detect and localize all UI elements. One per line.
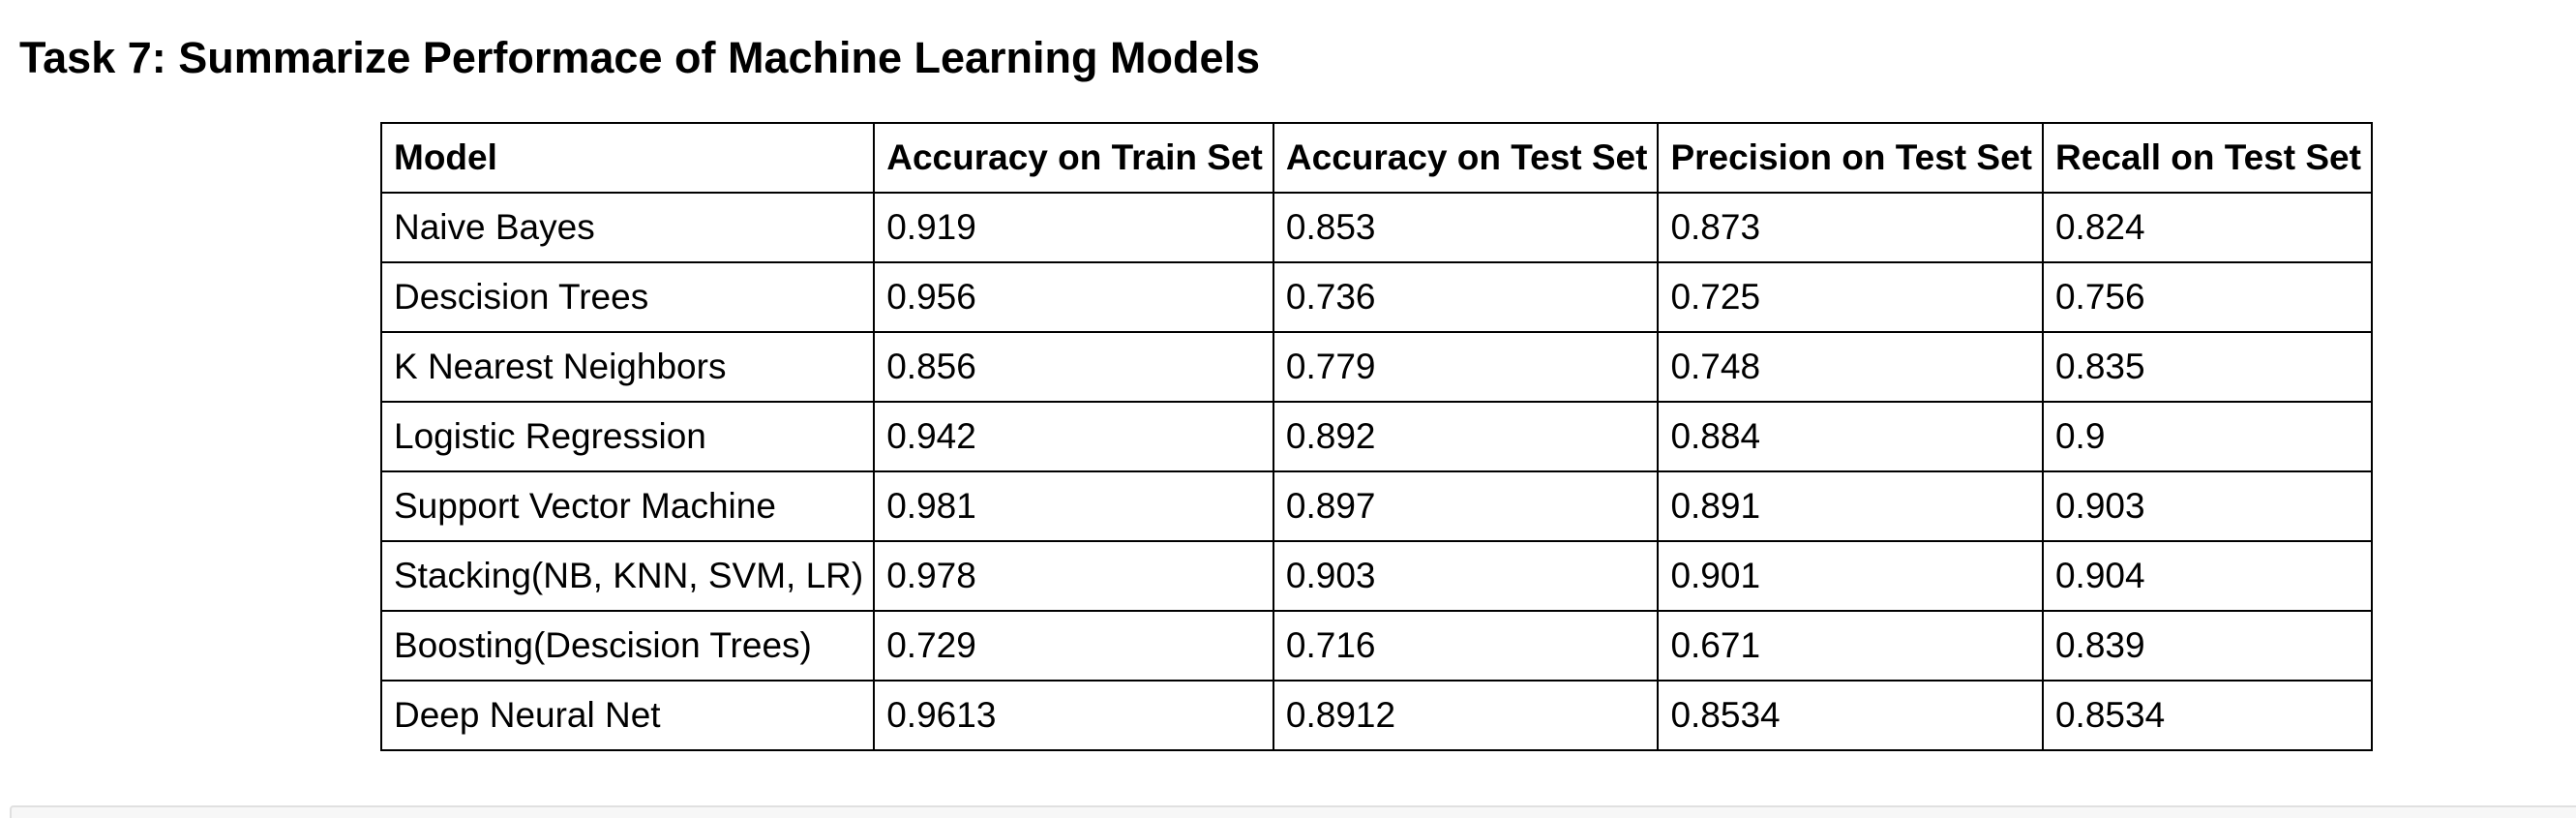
cell-model: Boosting(Descision Trees) [379,610,876,682]
cell-recall-test: 0.756 [2041,261,2373,333]
cell-precision-test: 0.891 [1657,470,2044,542]
header-model: Model [379,122,876,194]
cell-accuracy-train: 0.919 [873,192,1274,263]
cell-model: Support Vector Machine [379,470,876,542]
cell-accuracy-train: 0.942 [873,401,1274,472]
cell-recall-test: 0.904 [2041,540,2373,612]
cell-model: Stacking(NB, KNN, SVM, LR) [379,540,876,612]
table-row: Support Vector Machine 0.981 0.897 0.891… [379,470,2373,542]
cell-accuracy-test: 0.736 [1272,261,1660,333]
cell-model: Logistic Regression [379,401,876,472]
cell-accuracy-train: 0.856 [873,331,1274,403]
performance-table: Model Accuracy on Train Set Accuracy on … [379,122,2373,751]
cell-accuracy-test: 0.8912 [1272,680,1660,751]
cell-model: Deep Neural Net [379,680,876,751]
table-row: Stacking(NB, KNN, SVM, LR) 0.978 0.903 0… [379,540,2373,612]
cell-accuracy-test: 0.892 [1272,401,1660,472]
cell-accuracy-train: 0.956 [873,261,1274,333]
table-row: Descision Trees 0.956 0.736 0.725 0.756 [379,261,2373,333]
cell-accuracy-train: 0.981 [873,470,1274,542]
cell-recall-test: 0.8534 [2041,680,2373,751]
header-recall-test: Recall on Test Set [2041,122,2373,194]
cell-recall-test: 0.903 [2041,470,2373,542]
cell-accuracy-train: 0.978 [873,540,1274,612]
table-row: Logistic Regression 0.942 0.892 0.884 0.… [379,401,2373,472]
cell-precision-test: 0.873 [1657,192,2044,263]
cell-accuracy-train: 0.729 [873,610,1274,682]
section-title: Task 7: Summarize Performace of Machine … [19,33,1261,82]
cell-precision-test: 0.748 [1657,331,2044,403]
table-row: K Nearest Neighbors 0.856 0.779 0.748 0.… [379,331,2373,403]
header-precision-test: Precision on Test Set [1657,122,2044,194]
cell-accuracy-train: 0.9613 [873,680,1274,751]
cell-precision-test: 0.884 [1657,401,2044,472]
cell-recall-test: 0.839 [2041,610,2373,682]
cell-accuracy-test: 0.853 [1272,192,1660,263]
cell-precision-test: 0.901 [1657,540,2044,612]
cell-recall-test: 0.824 [2041,192,2373,263]
cell-recall-test: 0.835 [2041,331,2373,403]
cell-precision-test: 0.8534 [1657,680,2044,751]
cell-accuracy-test: 0.897 [1272,470,1660,542]
table-row: Deep Neural Net 0.9613 0.8912 0.8534 0.8… [379,680,2373,751]
header-accuracy-test: Accuracy on Test Set [1272,122,1660,194]
cell-accuracy-test: 0.779 [1272,331,1660,403]
table-row: Boosting(Descision Trees) 0.729 0.716 0.… [379,610,2373,682]
cell-accuracy-test: 0.903 [1272,540,1660,612]
table-row: Naive Bayes 0.919 0.853 0.873 0.824 [379,192,2373,263]
cell-precision-test: 0.725 [1657,261,2044,333]
next-cell-edge[interactable] [10,805,2576,818]
table-header-row: Model Accuracy on Train Set Accuracy on … [379,122,2373,194]
cell-recall-test: 0.9 [2041,401,2373,472]
cell-accuracy-test: 0.716 [1272,610,1660,682]
cell-model: Descision Trees [379,261,876,333]
header-accuracy-train: Accuracy on Train Set [873,122,1274,194]
cell-model: Naive Bayes [379,192,876,263]
cell-precision-test: 0.671 [1657,610,2044,682]
cell-model: K Nearest Neighbors [379,331,876,403]
performance-table-container: Model Accuracy on Train Set Accuracy on … [379,122,2373,751]
